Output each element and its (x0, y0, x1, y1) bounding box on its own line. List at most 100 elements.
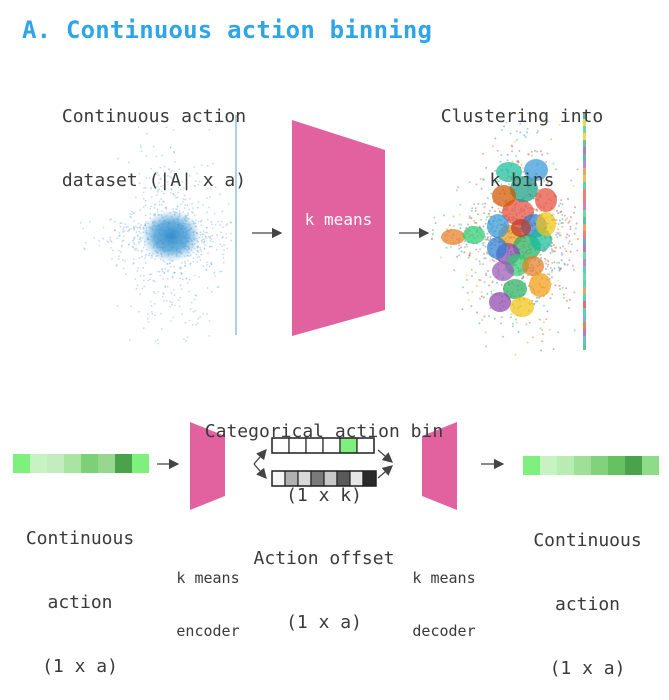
cluster-point (487, 284, 490, 287)
scatter-point (172, 192, 175, 195)
cluster-cell (496, 162, 522, 182)
scatter-point (191, 323, 194, 326)
scatter-point (173, 151, 176, 154)
scatter-point (160, 185, 162, 188)
scatter-point (130, 305, 133, 308)
scatter-point (150, 196, 153, 199)
cluster-strip-segment (583, 294, 586, 301)
cluster-point (538, 318, 541, 321)
cluster-point (567, 197, 570, 200)
cluster-marginal-strip (583, 112, 586, 350)
cluster-point (535, 208, 538, 211)
scatter-point (198, 276, 201, 278)
cluster-point (491, 259, 494, 262)
cluster-point (526, 127, 529, 130)
scatter-point (143, 274, 145, 277)
cluster-point (463, 240, 466, 243)
cluster-point (431, 233, 434, 236)
cluster-point (567, 221, 570, 224)
scatter-point (124, 223, 127, 225)
cluster-cell (441, 229, 465, 245)
decoder-label: k means decoder (396, 535, 492, 659)
cluster-point (484, 245, 487, 248)
scatter-point (215, 123, 218, 126)
cluster-point (559, 246, 562, 249)
cluster-point (500, 322, 502, 325)
categorical-bin-label: Categorical action bin (1 x k) (186, 379, 462, 528)
scatter-point (193, 214, 196, 217)
scatter-point (133, 226, 136, 229)
cluster-point (478, 278, 480, 281)
kmeans-trapezoid (292, 120, 385, 336)
scatter-point (187, 212, 190, 215)
cluster-point (544, 260, 546, 263)
cluster-point (516, 159, 519, 162)
scatter-point (163, 272, 166, 274)
scatter-point (173, 265, 175, 268)
scatter-point (227, 203, 230, 206)
cluster-point (546, 265, 549, 268)
scatter-point (179, 284, 182, 287)
scatter-point (118, 249, 120, 252)
scatter-point (166, 262, 169, 265)
cluster-point (430, 238, 433, 241)
scatter-point (205, 226, 208, 229)
cluster-point (519, 131, 522, 134)
arrow-offset-to-decoder (377, 465, 393, 479)
scatter-point (120, 251, 122, 254)
scatter-point (206, 264, 208, 266)
scatter-point (162, 278, 164, 280)
cluster-cell (536, 212, 556, 236)
cluster-point (452, 215, 455, 218)
offset-label-line1: Action offset (253, 548, 395, 570)
scatter-point (133, 237, 135, 239)
scatter-point (155, 185, 158, 188)
scatter-point (211, 245, 213, 248)
cluster-point (572, 268, 575, 271)
scatter-point (211, 227, 214, 230)
scatter-point (93, 237, 95, 239)
cluster-point (566, 233, 569, 236)
scatter-point (140, 250, 143, 253)
scatter-point (142, 191, 145, 194)
cluster-point (546, 120, 549, 123)
cluster-point (547, 263, 550, 266)
cluster-point (477, 250, 480, 253)
cluster-point (515, 160, 518, 163)
cluster-point (551, 293, 554, 296)
cluster-point (534, 300, 537, 303)
scatter-point (149, 208, 152, 210)
cluster-point (486, 216, 488, 218)
scatter-point (194, 180, 197, 183)
scatter-point (170, 170, 173, 172)
cluster-point (487, 212, 490, 215)
scatter-point (180, 203, 182, 206)
scatter-point (145, 155, 148, 158)
scatter-point (214, 224, 217, 226)
cluster-point (524, 136, 527, 138)
scatter-point (139, 236, 142, 239)
scatter-point (210, 261, 213, 264)
scatter-point (184, 260, 187, 263)
scatter-point (135, 231, 138, 234)
cluster-point (550, 138, 553, 141)
scatter-point (175, 208, 178, 210)
scatter-point (194, 309, 197, 312)
scatter-point (131, 245, 134, 248)
cluster-cell (510, 297, 534, 317)
scatter-point (160, 190, 163, 193)
cluster-point (517, 331, 520, 333)
scatter-point (164, 173, 166, 176)
scatter-point (220, 270, 223, 273)
output-label-line3: (1 x a) (549, 657, 626, 679)
scatter-point (164, 206, 167, 209)
scatter-point (169, 300, 172, 303)
scatter-point (178, 305, 181, 308)
cluster-point (489, 259, 492, 262)
cluster-point (545, 259, 548, 261)
cluster-point (494, 169, 497, 172)
cluster-point (482, 296, 485, 299)
scatter-point (157, 270, 159, 273)
cluster-point (556, 209, 558, 212)
scatter-point (226, 247, 228, 250)
